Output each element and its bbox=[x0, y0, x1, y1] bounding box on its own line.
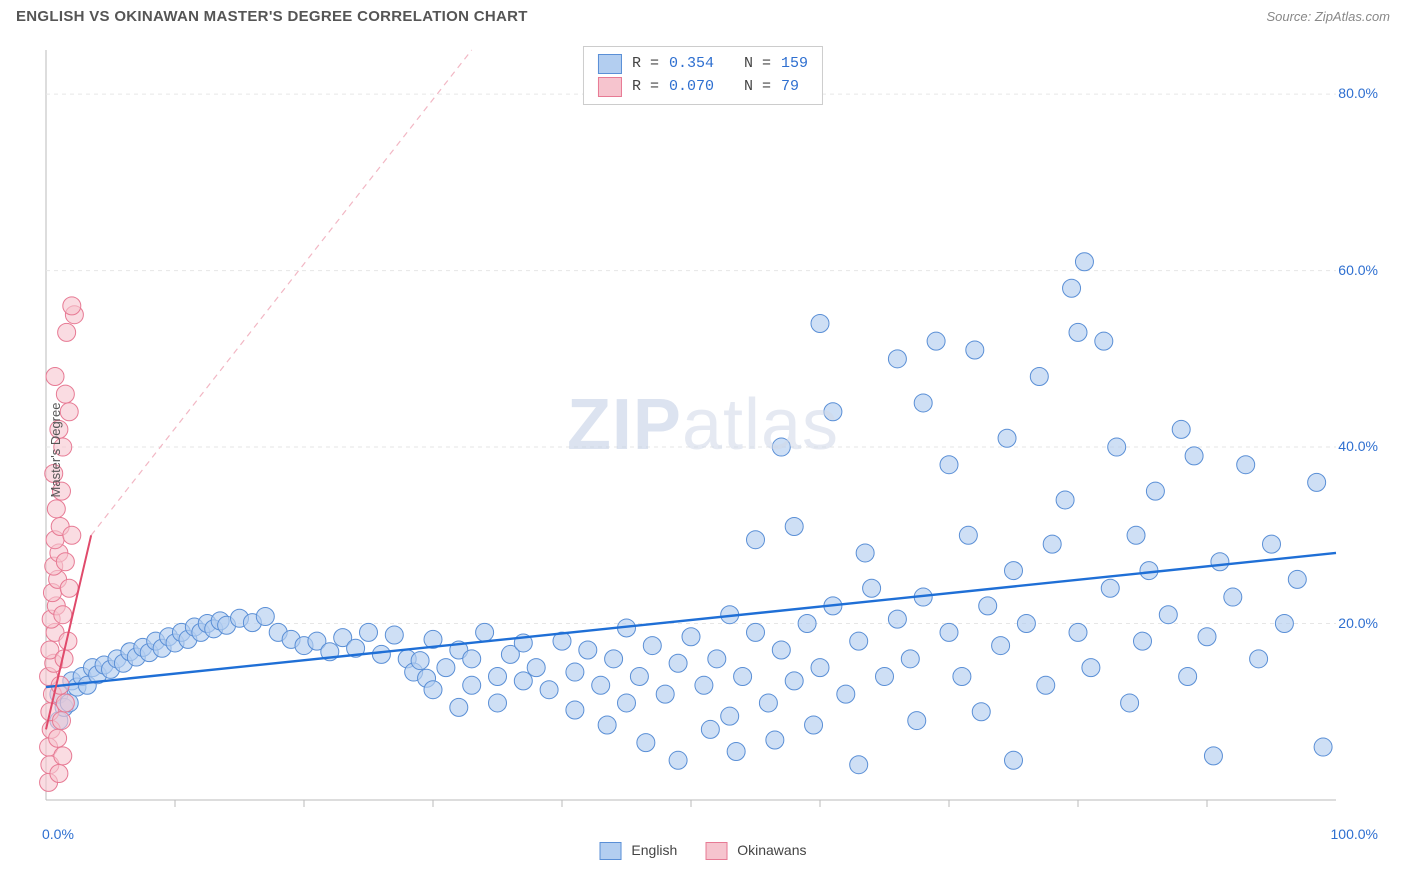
y-tick-label: 20.0% bbox=[1338, 615, 1378, 631]
x-axis-min-label: 0.0% bbox=[42, 826, 74, 842]
legend-item: English bbox=[600, 842, 678, 860]
swatch-english bbox=[598, 54, 622, 74]
page-title: ENGLISH VS OKINAWAN MASTER'S DEGREE CORR… bbox=[16, 8, 528, 25]
legend-row: R = 0.354 N = 159 bbox=[598, 53, 808, 76]
y-axis-label: Master's Degree bbox=[48, 403, 63, 498]
y-tick-label: 60.0% bbox=[1338, 262, 1378, 278]
legend-correlation: R = 0.354 N = 159 R = 0.070 N = 79 bbox=[583, 46, 823, 105]
y-tick-label: 80.0% bbox=[1338, 85, 1378, 101]
chart-container: Master's Degree ZIPatlas R = 0.354 N = 1… bbox=[16, 40, 1390, 860]
source-label: Source: ZipAtlas.com bbox=[1266, 9, 1390, 24]
legend-item: Okinawans bbox=[705, 842, 806, 860]
legend-row: R = 0.070 N = 79 bbox=[598, 76, 808, 99]
y-tick-label: 40.0% bbox=[1338, 438, 1378, 454]
swatch-english bbox=[600, 842, 622, 860]
swatch-okinawans bbox=[598, 77, 622, 97]
legend-series: English Okinawans bbox=[600, 842, 807, 860]
x-axis-max-label: 100.0% bbox=[1331, 826, 1378, 842]
scatter-chart bbox=[16, 40, 1346, 820]
swatch-okinawans bbox=[705, 842, 727, 860]
